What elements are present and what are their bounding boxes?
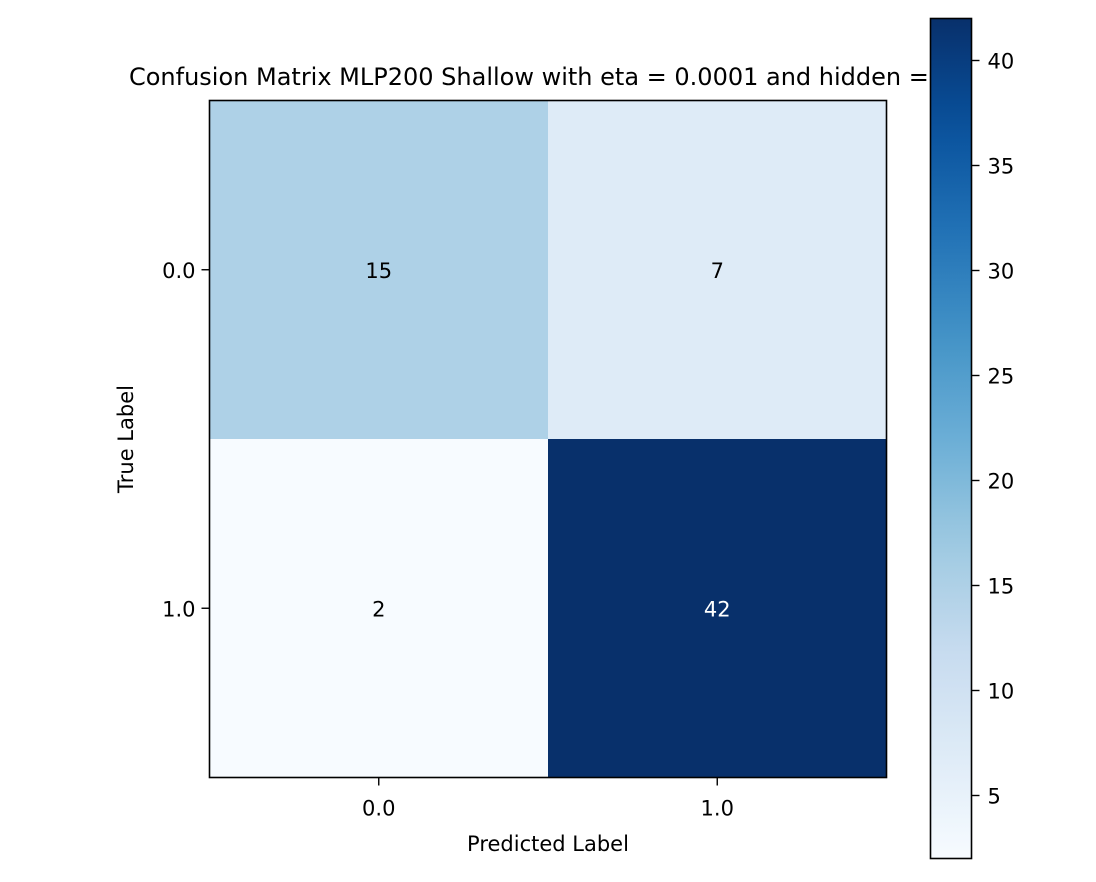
x-axis-ticks: 0.0 1.0 (362, 777, 734, 821)
y-axis-label: True Label (114, 385, 138, 494)
x-tick-label: 1.0 (701, 797, 734, 821)
cell-value-label: 2 (372, 597, 385, 621)
cell-value-label: 7 (711, 259, 724, 283)
colorbar-tick-label: 30 (988, 260, 1015, 284)
cell-value-label: 15 (365, 259, 392, 283)
heatmap-cell-r1-c0 (209, 439, 549, 778)
colorbar-tick-label: 5 (988, 785, 1001, 809)
heatmap-cells (209, 100, 887, 778)
y-axis-ticks: 0.0 1.0 (162, 259, 210, 621)
x-axis-label: Predicted Label (467, 832, 629, 856)
colorbar-tick-label: 20 (988, 470, 1015, 494)
y-tick-label: 1.0 (162, 597, 195, 621)
heatmap-cell-r0-c0 (209, 100, 549, 440)
colorbar-ticks: 5 10 15 20 25 30 35 40 (971, 50, 1015, 809)
colorbar-tick-label: 40 (988, 50, 1015, 74)
colorbar-tick-label: 25 (988, 365, 1015, 389)
x-tick-label: 0.0 (362, 797, 395, 821)
cell-value-labels: 15 7 2 42 (365, 259, 730, 622)
plot-frame (208, 99, 888, 779)
colorbar-tick-label: 10 (988, 680, 1015, 704)
heatmap-cell-r1-c1 (548, 439, 887, 778)
colorbar-gradient (930, 18, 972, 859)
colorbar-frame (929, 17, 973, 860)
cell-value-label: 42 (704, 597, 731, 621)
chart-title: Confusion Matrix MLP200 Shallow with eta… (129, 63, 967, 91)
y-tick-label: 0.0 (162, 259, 195, 283)
colorbar-tick-label: 35 (988, 155, 1015, 179)
heatmap-cell-r0-c1 (548, 100, 887, 440)
colorbar-tick-label: 15 (988, 575, 1015, 599)
